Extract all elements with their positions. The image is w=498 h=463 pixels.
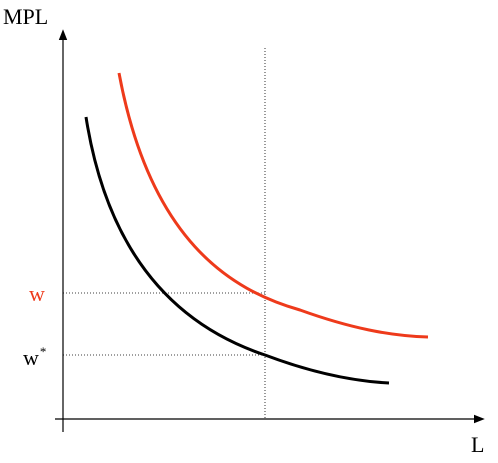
- x-axis-label: L: [471, 432, 485, 457]
- w-star-base: w: [23, 345, 39, 370]
- original-mpl-curve: [84, 116, 390, 385]
- shifted-mpl-curve: [117, 72, 429, 339]
- w-label: w: [29, 281, 45, 306]
- w-star-label: w*: [23, 345, 46, 369]
- w-star-superscript: *: [39, 344, 47, 359]
- y-axis-label: MPL: [3, 4, 49, 29]
